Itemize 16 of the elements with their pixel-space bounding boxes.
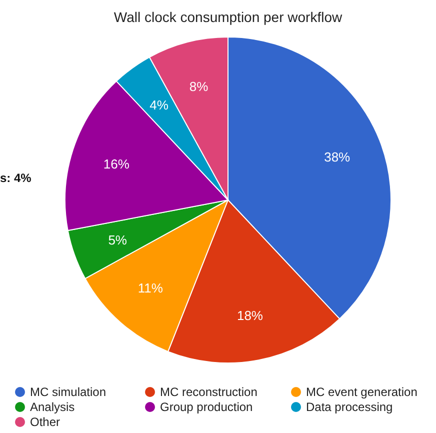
legend-label: Analysis [30,400,75,414]
data-label: 16% [103,156,130,172]
legend-label: MC reconstruction [160,385,258,400]
data-label: 5% [108,232,128,248]
data-label: 18% [236,308,264,323]
data-label: 11% [138,280,164,296]
data-label: 8% [189,78,209,94]
legend-label: Data processing [306,400,393,414]
text: s: 4% [0,171,32,185]
legend-label: Other [30,415,60,430]
chart-title: Wall clock consumption per workflow [114,9,343,25]
legend-label: MC simulation [30,385,106,400]
legend-label: Group production [160,400,253,414]
data-label: 38% [324,149,351,164]
legend-label: MC event generation [306,385,418,400]
data-label: 4% [150,98,169,113]
